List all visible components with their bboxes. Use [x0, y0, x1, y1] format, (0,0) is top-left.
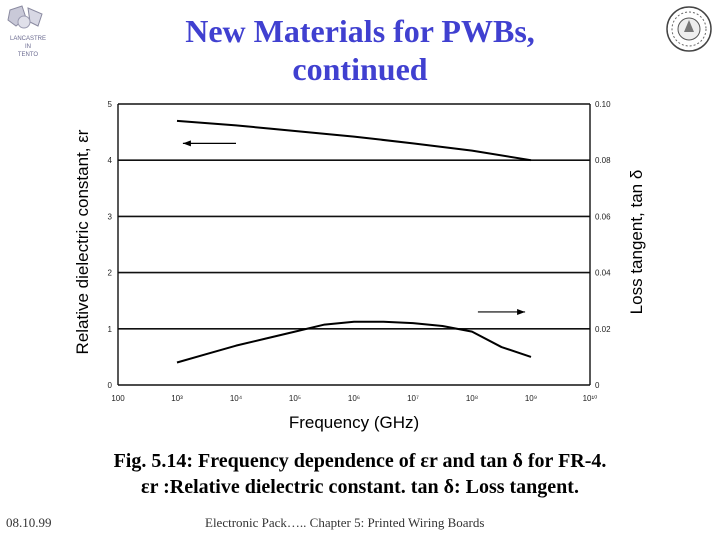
x-tick-label: 10⁶: [348, 394, 360, 403]
frequency-chart: 0 1 2 3 4 5 0 0.02 0.04 0.06 0.08 0.10 100 10³ 10⁴ 10⁵ 1…: [73, 100, 646, 432]
series: [176, 119, 532, 364]
y-tick-label: 5: [108, 100, 113, 109]
slide-title: New Materials for PWBs, continued: [90, 12, 630, 88]
title-line-1: New Materials for PWBs,: [185, 13, 535, 49]
y-axis-label: Relative dielectric constant, εr: [73, 129, 92, 354]
university-logo-left: LANCASTRE IN TENTO: [7, 5, 46, 58]
dielectric-constant-line: [176, 119, 532, 162]
logo-text-1: LANCASTRE: [10, 36, 46, 42]
y-tick-label: 3: [108, 212, 113, 221]
x-tick-label: 10⁹: [525, 394, 537, 403]
y2-tick-label: 0.08: [595, 156, 611, 165]
x-tick-label: 100: [111, 394, 125, 403]
y-tick-label: 2: [108, 269, 113, 278]
figure-caption: Fig. 5.14: Frequency dependence of εr an…: [0, 448, 720, 500]
title-line-2: continued: [292, 51, 428, 87]
x-tick-label: 10⁷: [407, 394, 419, 403]
caption-line-2: εr :Relative dielectric constant. tan δ:…: [141, 476, 579, 498]
arrowhead-left: [182, 140, 191, 147]
footer-date: 08.10.99: [6, 515, 52, 530]
x-tick-label: 10⁴: [230, 394, 243, 403]
university-seal-right: [666, 6, 712, 52]
arrows: [182, 140, 526, 315]
x-tick-label: 10⁸: [466, 394, 478, 403]
y2-tick-label: 0: [595, 381, 600, 390]
y2-tick-label: 0.10: [595, 100, 611, 109]
y-tick-label: 0: [108, 381, 113, 390]
y-tick-label: 1: [108, 325, 113, 334]
y-tick-label: 4: [108, 156, 113, 165]
x-tick-label: 10⁵: [289, 394, 301, 403]
x-tick-label: 10³: [171, 394, 183, 403]
grid-lines: [118, 103, 590, 386]
loss-tangent-line: [176, 320, 532, 364]
y2-axis-label: Loss tangent, tan δ: [627, 170, 646, 315]
axes: 0 1 2 3 4 5 0 0.02 0.04 0.06 0.08 0.10 100 10³ 10⁴ 10⁵ 1…: [108, 100, 612, 403]
y2-tick-label: 0.06: [595, 212, 611, 221]
y2-tick-label: 0.04: [595, 269, 611, 278]
caption-line-1: Fig. 5.14: Frequency dependence of εr an…: [113, 450, 607, 472]
x-axis-label: Frequency (GHz): [289, 413, 419, 432]
logo-text-2: IN: [25, 44, 31, 50]
y2-tick-label: 0.02: [595, 325, 611, 334]
footer-text: Electronic Pack….. Chapter 5: Printed Wi…: [205, 515, 485, 530]
x-tick-label: 10¹⁰: [583, 394, 598, 403]
arrowhead-right: [517, 308, 526, 315]
logo-text-3: TENTO: [18, 52, 39, 58]
